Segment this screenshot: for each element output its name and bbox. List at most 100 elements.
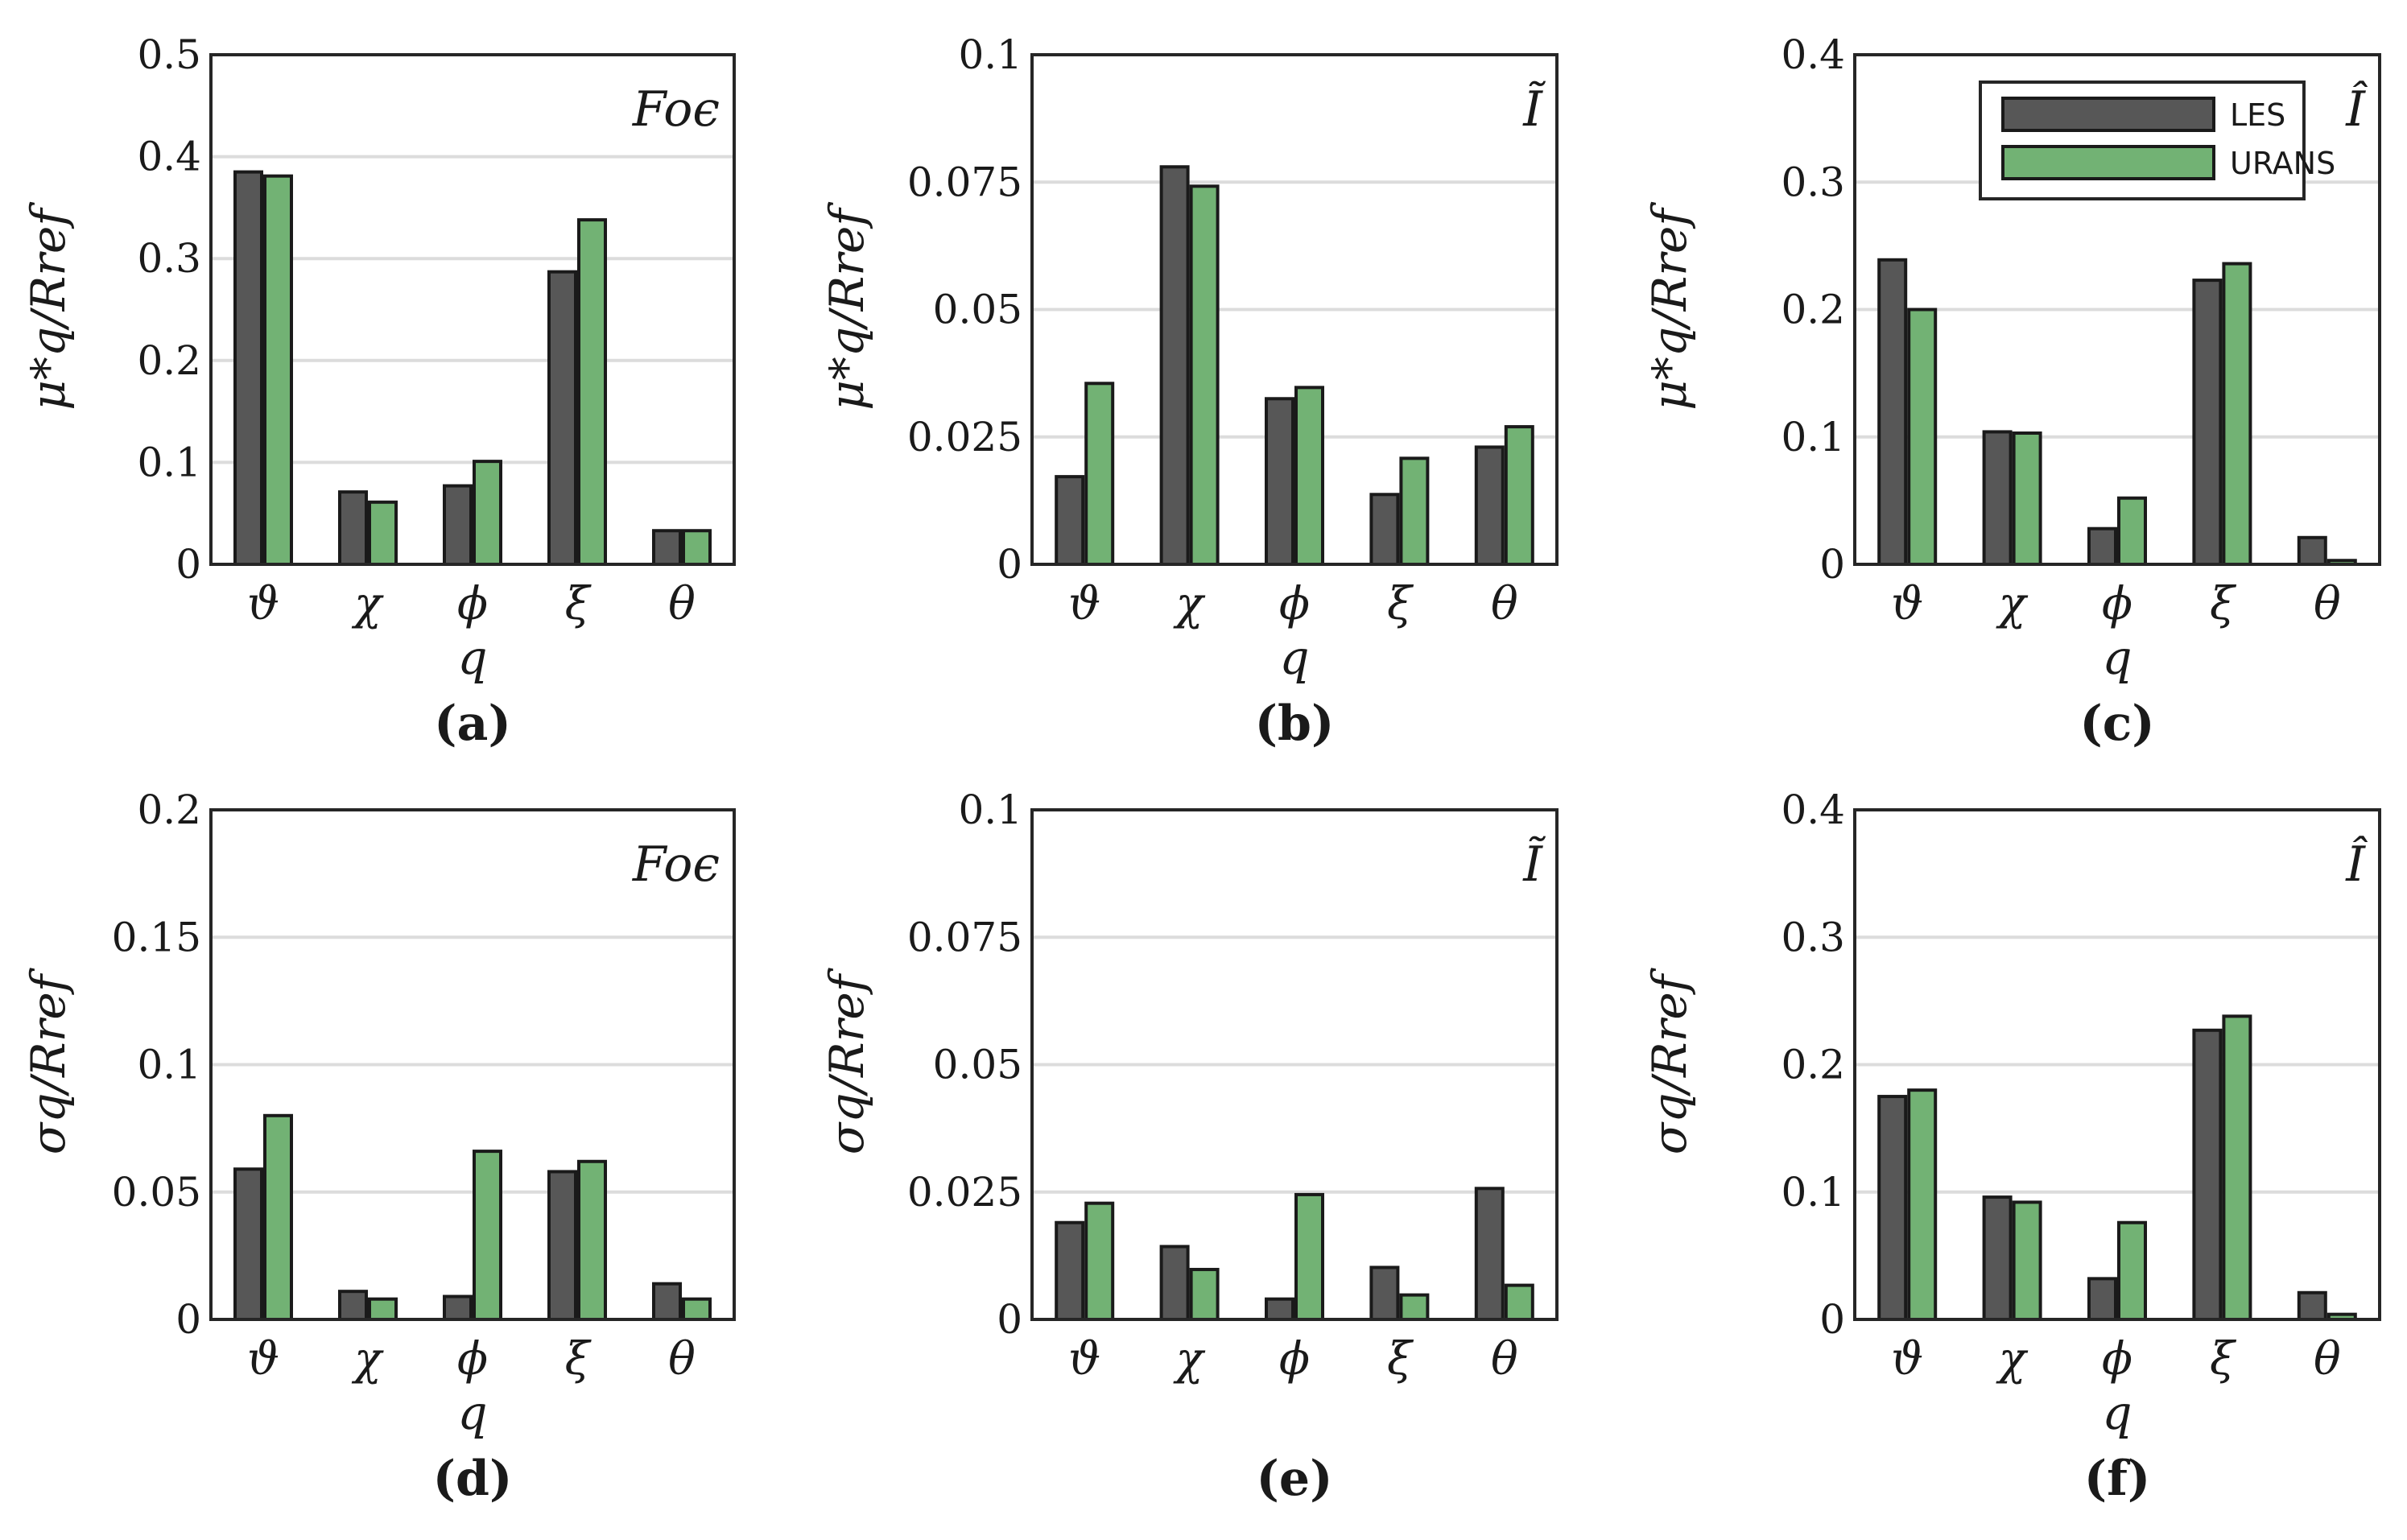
y-tick-label: 0.05 bbox=[933, 1042, 1022, 1088]
bar-les-3 bbox=[1369, 493, 1400, 566]
bar-les-4 bbox=[1474, 1187, 1505, 1321]
bar-urans-2 bbox=[2117, 1220, 2147, 1321]
x-tick-label: ϕ bbox=[1279, 1333, 1310, 1385]
chart-panel-e: 0 0.025 0.05 0.075 0.1 ϑ χ ϕ ξ θ σq/Rref Ĩ (e) bbox=[820, 787, 1559, 1507]
y-tick-label: 0 bbox=[175, 541, 201, 588]
bar-les-0 bbox=[1055, 475, 1085, 567]
bar-les-3 bbox=[1369, 1265, 1400, 1321]
x-tick-label: χ bbox=[351, 578, 384, 630]
panel-annotation: Foϵ bbox=[632, 836, 720, 893]
bar-urans-4 bbox=[1504, 425, 1534, 567]
bar-les-2 bbox=[443, 484, 473, 567]
x-tick-label: ξ bbox=[2210, 1333, 2237, 1385]
bar-urans-1 bbox=[1189, 184, 1220, 566]
y-tick-label: 0 bbox=[1819, 1296, 1845, 1343]
y-tick-label: 0.2 bbox=[1781, 287, 1845, 333]
bar-urans-4 bbox=[1504, 1283, 1534, 1321]
bar-urans-4 bbox=[682, 1297, 712, 1322]
bar-urans-0 bbox=[263, 1113, 293, 1322]
x-axis-label: q bbox=[2102, 1385, 2132, 1440]
bar-les-2 bbox=[1265, 1297, 1294, 1322]
y-tick-label: 0.1 bbox=[137, 1042, 201, 1088]
x-tick-label: ξ bbox=[2210, 578, 2237, 630]
x-tick-label: ξ bbox=[1387, 578, 1414, 630]
x-axis-label: q bbox=[1279, 630, 1309, 685]
chart-panel-a: 0 0.1 0.2 0.3 0.4 0.5 ϑ χ ϕ ξ θ q μ*q/Rref Foϵ (a) bbox=[21, 31, 736, 752]
x-axis-label: q bbox=[457, 1385, 487, 1440]
y-tick-label: 0.1 bbox=[137, 439, 201, 485]
x-tick-label: χ bbox=[351, 1333, 384, 1385]
y-axis-label: μ*q/Rref bbox=[1642, 201, 1697, 411]
bar-urans-0 bbox=[1084, 1201, 1115, 1322]
bar-les-1 bbox=[1982, 1195, 2013, 1321]
bar-les-3 bbox=[547, 1170, 577, 1322]
bar-les-2 bbox=[443, 1294, 473, 1322]
bar-urans-2 bbox=[473, 1150, 502, 1321]
bar-urans-4 bbox=[682, 529, 712, 566]
bar-urans-3 bbox=[2222, 1014, 2252, 1321]
x-tick-label: ξ bbox=[1387, 1333, 1414, 1385]
bar-les-3 bbox=[2192, 279, 2223, 566]
bar-les-2 bbox=[2087, 526, 2117, 567]
bar-les-4 bbox=[2297, 1290, 2327, 1321]
panel-annotation: Foϵ bbox=[632, 81, 720, 138]
bar-urans-2 bbox=[2117, 496, 2147, 567]
axes-frame bbox=[209, 53, 736, 566]
bar-les-0 bbox=[1877, 1095, 1908, 1321]
x-tick-label: θ bbox=[668, 578, 696, 630]
bar-les-0 bbox=[1055, 1220, 1085, 1321]
y-tick-label: 0.3 bbox=[137, 235, 201, 282]
bar-urans-1 bbox=[2012, 1200, 2042, 1322]
y-tick-label: 0.025 bbox=[907, 414, 1022, 460]
panel-annotation: Î bbox=[2345, 81, 2368, 138]
bar-urans-2 bbox=[473, 460, 502, 566]
bar-urans-0 bbox=[1907, 1088, 1938, 1322]
chart-panels: 0 0.1 0.2 0.3 0.4 0.5 ϑ χ ϕ ξ θ q μ*q/Rref Foϵ (a) 0 0.0… bbox=[21, 31, 2381, 1507]
y-tick-label: 0.2 bbox=[137, 787, 201, 833]
bar-urans-3 bbox=[577, 1159, 607, 1322]
y-tick-label: 0.025 bbox=[907, 1169, 1022, 1216]
bar-urans-1 bbox=[2012, 431, 2042, 566]
y-tick-label: 0.1 bbox=[958, 31, 1022, 78]
y-tick-label: 0 bbox=[997, 541, 1022, 588]
bar-les-4 bbox=[652, 1282, 682, 1321]
bar-urans-3 bbox=[2222, 262, 2252, 566]
bar-les-3 bbox=[2192, 1028, 2223, 1321]
panel-label: (c) bbox=[2079, 696, 2154, 752]
legend-swatch-urans bbox=[2001, 145, 2215, 180]
x-tick-label: ϑ bbox=[1891, 1333, 1923, 1385]
y-tick-label: 0.2 bbox=[137, 337, 201, 384]
y-tick-label: 0.3 bbox=[1781, 914, 1845, 960]
y-tick-label: 0.4 bbox=[1781, 787, 1845, 833]
y-tick-label: 0.075 bbox=[907, 914, 1022, 960]
bar-urans-3 bbox=[1399, 1293, 1430, 1321]
panel-label: (d) bbox=[433, 1451, 513, 1507]
x-tick-label: ξ bbox=[565, 578, 592, 630]
x-tick-label: ξ bbox=[565, 1333, 592, 1385]
bar-les-1 bbox=[1159, 1245, 1190, 1321]
x-tick-label: ϕ bbox=[457, 1333, 488, 1385]
bar-les-1 bbox=[338, 490, 368, 567]
x-tick-label: ϕ bbox=[1279, 578, 1310, 630]
bar-les-1 bbox=[1982, 430, 2013, 566]
chart-panel-c: 0 0.1 0.2 0.3 0.4 ϑ χ ϕ ξ θ q μ*q/Rref Î (c) LES URANS bbox=[1642, 31, 2381, 752]
panel-annotation: Î bbox=[2345, 836, 2368, 893]
y-tick-label: 0.05 bbox=[933, 287, 1022, 333]
x-tick-label: ϑ bbox=[247, 578, 279, 630]
x-tick-label: ϑ bbox=[1068, 1333, 1100, 1385]
bar-les-4 bbox=[2297, 535, 2327, 567]
axes-frame bbox=[209, 808, 736, 1321]
x-tick-label: χ bbox=[1173, 578, 1206, 630]
panel-label: (e) bbox=[1257, 1451, 1333, 1507]
bar-les-4 bbox=[1474, 445, 1505, 566]
bar-urans-3 bbox=[577, 218, 607, 566]
y-tick-label: 0.2 bbox=[1781, 1042, 1845, 1088]
bar-les-2 bbox=[2087, 1277, 2117, 1321]
x-tick-label: χ bbox=[1996, 1333, 2029, 1385]
y-tick-label: 0 bbox=[997, 1296, 1022, 1343]
panel-label: (f) bbox=[2084, 1451, 2151, 1507]
y-tick-label: 0.1 bbox=[958, 787, 1022, 833]
x-tick-label: θ bbox=[1491, 578, 1518, 630]
y-tick-label: 0.075 bbox=[907, 159, 1022, 205]
